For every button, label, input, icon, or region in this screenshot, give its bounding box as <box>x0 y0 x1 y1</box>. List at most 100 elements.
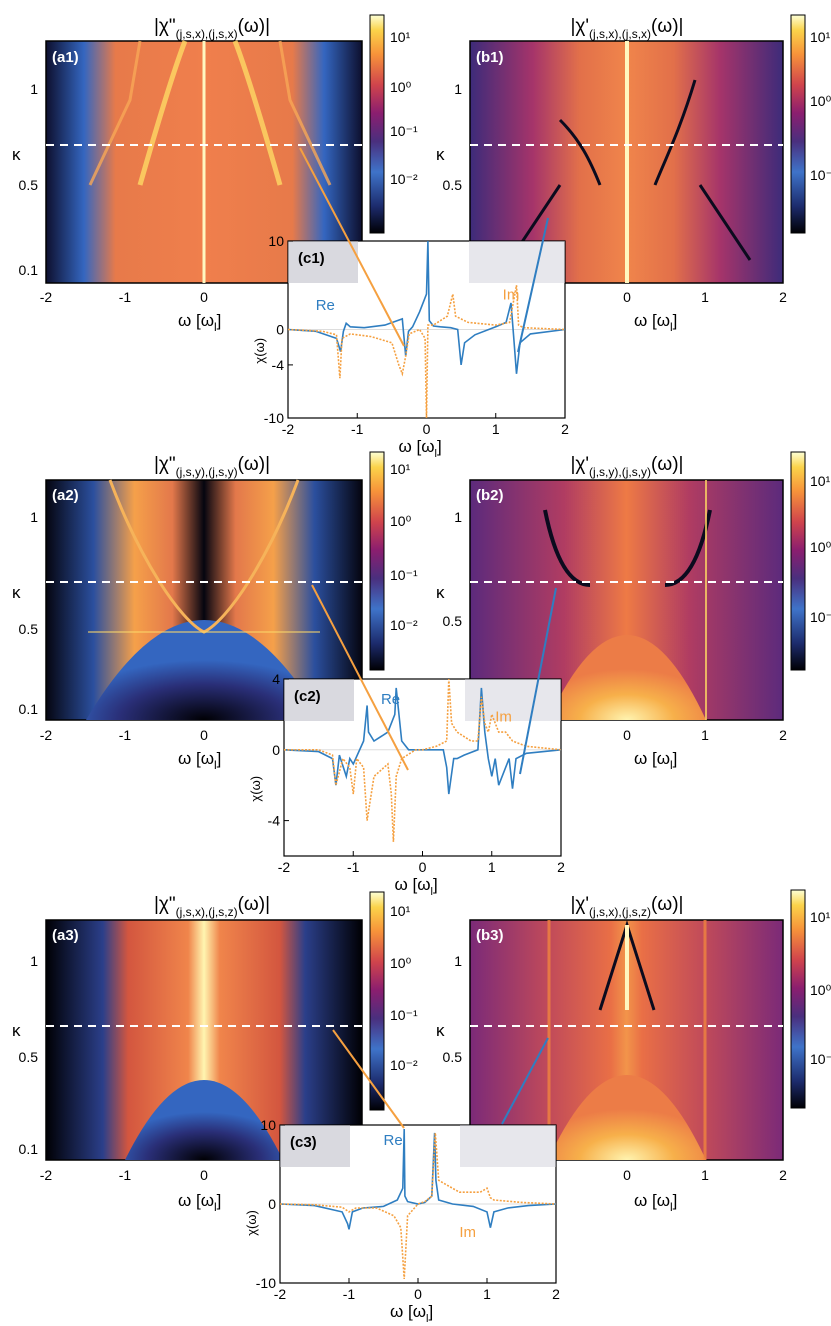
x-tick: -1 <box>119 727 132 743</box>
y-tick-label: -4 <box>272 357 285 373</box>
inset-label: (c3) <box>290 1134 317 1151</box>
y-tick: 1 <box>454 81 462 97</box>
x-tick: -2 <box>40 727 53 743</box>
x-tick: 0 <box>200 1167 208 1183</box>
x-axis-label: ω [ωl] <box>634 311 677 334</box>
x-tick-label: 1 <box>483 1286 491 1302</box>
inset-shade <box>469 241 565 283</box>
inset-label: (c2) <box>294 688 321 705</box>
panel-label: (b1) <box>476 49 504 66</box>
x-tick-label: -2 <box>278 859 291 875</box>
colorbar <box>790 14 806 234</box>
panel-title: |χ"(j,s,x),(j,s,x)(ω)| <box>154 16 270 41</box>
colorbar-tick: 10⁻¹ <box>810 1051 831 1067</box>
y-tick-label: -10 <box>264 410 284 426</box>
x-tick: 1 <box>701 727 709 743</box>
series-label: Re <box>316 297 335 314</box>
y-tick: 0.5 <box>19 1049 39 1065</box>
panel-label: (a3) <box>52 927 79 944</box>
colorbar <box>369 14 385 234</box>
arrow-im <box>332 1029 405 1129</box>
y-tick-label: -10 <box>256 1275 276 1291</box>
y-tick: 1 <box>30 509 38 525</box>
y-tick: 0.5 <box>19 177 39 193</box>
inset-shade <box>280 1125 350 1167</box>
y-tick-label: 10 <box>260 1117 276 1133</box>
y-tick: 1 <box>454 953 462 969</box>
panel-b1: |χ'(j,s,x),(j,s,x)(ω)| (b1) κ 1 0.5 0 1 … <box>436 14 831 334</box>
inset-y-axis-label: χ(ω) <box>252 338 267 364</box>
colorbar-tick: 10⁰ <box>810 93 831 109</box>
colorbar-tick: 10⁰ <box>810 982 831 998</box>
x-axis-label: ω [ωl] <box>178 311 221 334</box>
colorbar-tick: 10⁻¹ <box>810 167 831 183</box>
arrows <box>299 147 557 1129</box>
colorbar-tick: 10⁻² <box>390 1057 418 1073</box>
panel-label: (a1) <box>52 49 79 66</box>
y-axis-label: κ <box>12 1021 21 1040</box>
x-tick-label: -1 <box>343 1286 356 1302</box>
panel-title: |χ'(j,s,y),(j,s,y)(ω)| <box>571 454 684 479</box>
panel-title: |χ'(j,s,x),(j,s,x)(ω)| <box>571 16 684 41</box>
y-tick-label: 4 <box>272 671 280 687</box>
colorbar-tick: 10⁻¹ <box>810 609 831 625</box>
x-tick-label: 0 <box>423 421 431 437</box>
y-tick: 0.5 <box>443 1049 463 1065</box>
colorbar-tick: 10⁰ <box>390 513 412 529</box>
x-tick: 0 <box>200 727 208 743</box>
panel-a3: |χ"(j,s,x),(j,s,z)(ω)| (a3) κ 1 0.5 0.1 … <box>12 891 418 1214</box>
x-tick: 0 <box>623 289 631 305</box>
x-axis-label: ω [ωl] <box>634 749 677 772</box>
panel-title: |χ"(j,s,y),(j,s,y)(ω)| <box>154 454 270 479</box>
colorbar-tick: 10¹ <box>810 29 831 45</box>
x-tick-label: 2 <box>561 421 569 437</box>
y-tick-label: -4 <box>268 813 281 829</box>
x-axis-label: ω [ωl] <box>178 1191 221 1214</box>
series-line-re <box>279 1128 557 1230</box>
arrow-re <box>501 1037 549 1125</box>
y-tick: 0.5 <box>443 613 463 629</box>
colorbar-tick: 10¹ <box>390 461 411 477</box>
y-axis-label: κ <box>436 145 445 164</box>
x-tick-label: 2 <box>557 859 565 875</box>
arrow-re <box>519 587 557 775</box>
colorbar-tick: 10⁻² <box>390 171 418 187</box>
x-tick: -2 <box>40 1167 53 1183</box>
x-tick-label: 1 <box>488 859 496 875</box>
colorbar-tick: 10¹ <box>810 909 831 925</box>
x-axis-label: ω [ωl] <box>634 1191 677 1214</box>
inset-label: (c1) <box>298 250 325 267</box>
x-tick: 1 <box>701 1167 709 1183</box>
y-tick: 0.1 <box>19 701 39 717</box>
y-axis-label: κ <box>12 145 21 164</box>
inset-y-axis-label: χ(ω) <box>244 1210 259 1236</box>
x-tick-label: 2 <box>552 1286 560 1302</box>
y-tick: 1 <box>454 509 462 525</box>
y-tick-label: 0 <box>268 1196 276 1212</box>
y-tick: 0.1 <box>19 262 39 278</box>
colorbar <box>369 451 385 671</box>
colorbar-tick: 10⁻¹ <box>390 123 418 139</box>
x-tick: 2 <box>779 289 787 305</box>
series-line-re <box>287 240 566 374</box>
x-tick: -2 <box>40 289 53 305</box>
arrow-im <box>299 147 405 347</box>
colorbar-tick: 10¹ <box>390 903 411 919</box>
inset-y-axis-label: χ(ω) <box>248 776 263 802</box>
y-tick-label: 10 <box>268 233 284 249</box>
colorbar <box>790 451 806 671</box>
colorbar-tick: 10¹ <box>390 29 411 45</box>
colorbar <box>369 891 385 1111</box>
x-tick: 0 <box>623 727 631 743</box>
inset-shade <box>288 241 358 283</box>
x-tick-label: 1 <box>492 421 500 437</box>
panel-b3: |χ'(j,s,x),(j,s,z)(ω)| (b3) κ 1 0.5 0 1 … <box>436 889 831 1214</box>
x-tick: 0 <box>200 289 208 305</box>
y-tick: 1 <box>30 953 38 969</box>
series-label: Re <box>381 691 400 708</box>
colorbar-tick: 10⁻¹ <box>390 567 418 583</box>
y-tick: 0.5 <box>19 621 39 637</box>
inset-c2: -2 -1 0 1 2 4 0 -4 Re Im (c2) χ(ω) ω [ωl] <box>248 671 565 898</box>
